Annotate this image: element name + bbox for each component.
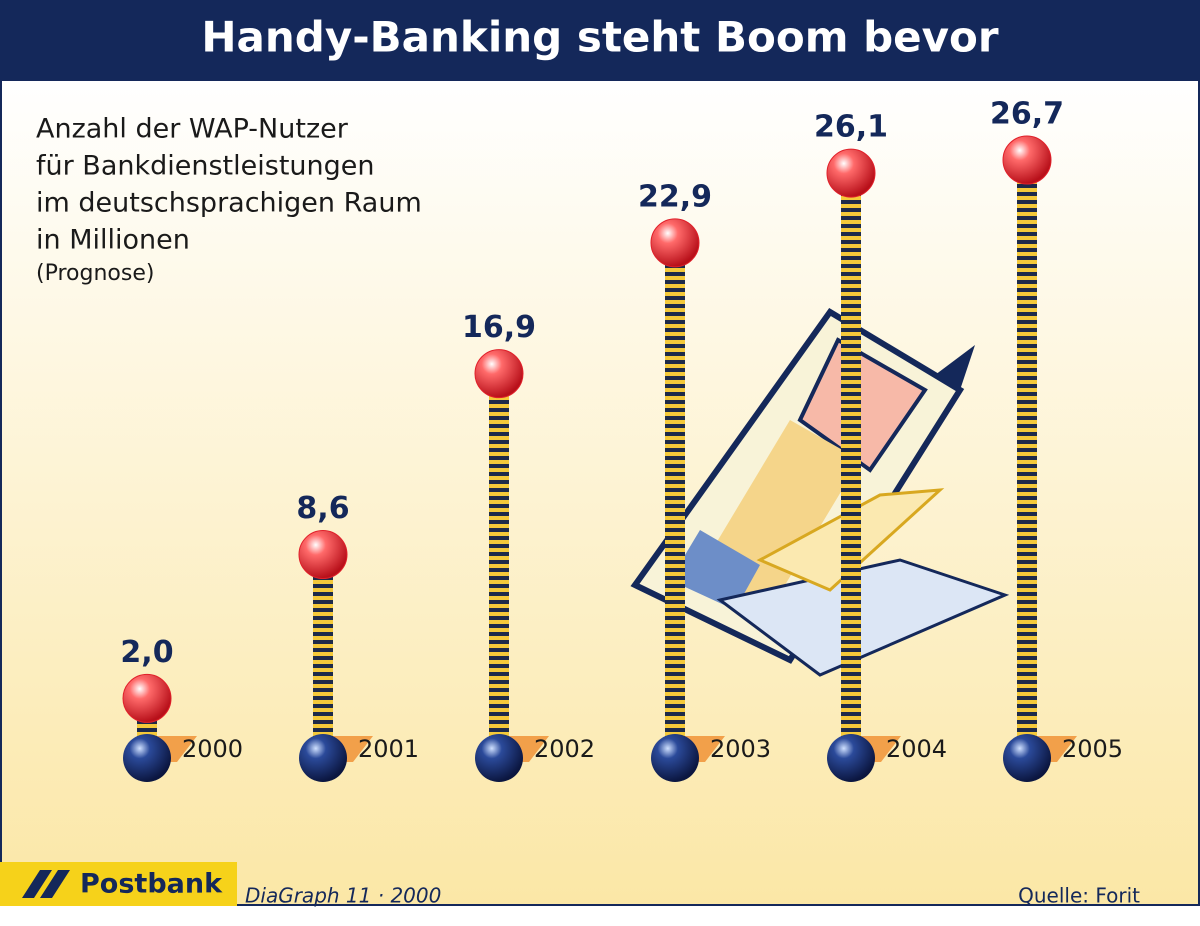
value-ball xyxy=(650,218,700,268)
value-ball xyxy=(298,530,348,580)
source: Quelle: Forit xyxy=(1018,884,1140,908)
stem xyxy=(313,554,333,758)
base-ball xyxy=(299,734,347,782)
chart-title: Handy-Banking steht Boom bevor xyxy=(201,13,998,62)
base-ball xyxy=(651,734,699,782)
x-tick-label: 2004 xyxy=(886,735,947,763)
value-ball xyxy=(826,148,876,198)
x-tick-label: 2002 xyxy=(534,735,595,763)
plot-background xyxy=(0,79,1200,906)
x-tick-label: 2001 xyxy=(358,735,419,763)
brand-logo xyxy=(22,870,70,898)
value-ball xyxy=(122,673,172,723)
subtitle-line: Anzahl der WAP-Nutzer xyxy=(36,114,349,145)
stem xyxy=(665,242,685,758)
phone-illustration xyxy=(630,308,1010,677)
x-tick-label: 2003 xyxy=(710,735,771,763)
base-ball xyxy=(1003,734,1051,782)
credit: DiaGraph 11 · 2000 xyxy=(245,884,441,908)
header-bar xyxy=(0,0,1200,80)
subtitle-line: in Millionen xyxy=(36,225,190,256)
base-ball xyxy=(475,734,523,782)
stem xyxy=(489,373,509,758)
subtitle-line: (Prognose) xyxy=(36,261,154,286)
brand: Postbank xyxy=(80,869,223,900)
base-ball xyxy=(827,734,875,782)
value-ball xyxy=(1002,135,1052,185)
subtitle-line: im deutschsprachigen Raum xyxy=(36,188,422,219)
value-label: 22,9 xyxy=(638,179,712,214)
value-label: 16,9 xyxy=(462,310,536,345)
subtitle-line: für Bankdienstleistungen xyxy=(36,151,375,182)
value-label: 8,6 xyxy=(296,491,349,526)
x-tick-label: 2000 xyxy=(182,735,243,763)
value-label: 26,7 xyxy=(990,97,1064,132)
value-ball xyxy=(474,349,524,399)
stem xyxy=(1017,160,1037,758)
base-ball xyxy=(123,734,171,782)
value-label: 26,1 xyxy=(814,110,888,145)
x-tick-label: 2005 xyxy=(1062,735,1123,763)
value-label: 2,0 xyxy=(120,635,173,670)
stem xyxy=(841,173,861,758)
